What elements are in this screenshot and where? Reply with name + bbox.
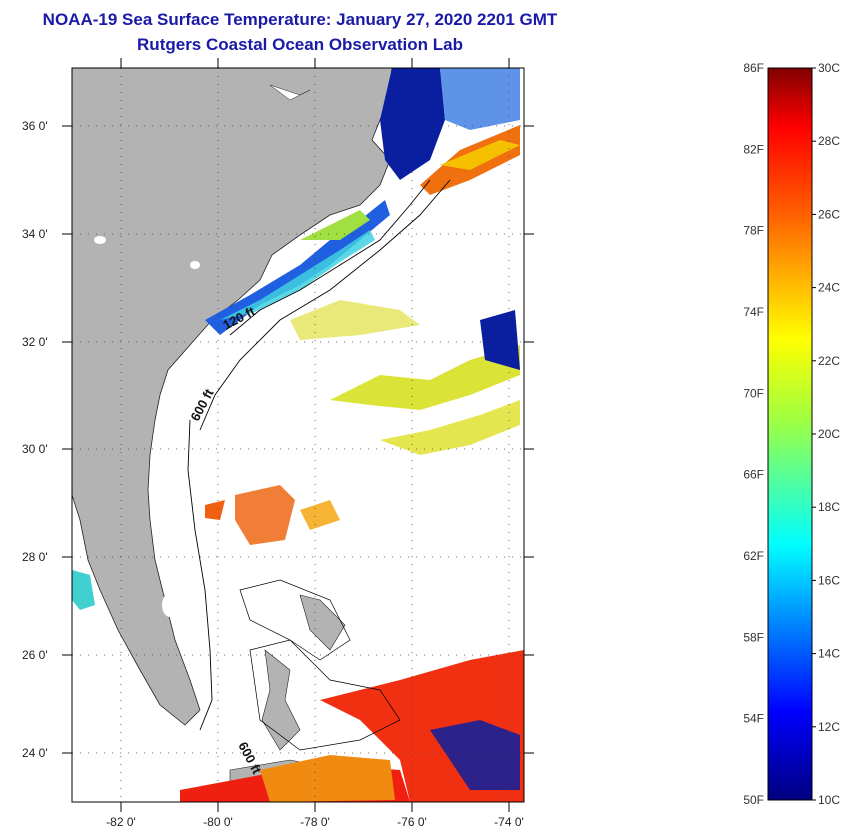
map-frame	[71, 67, 525, 803]
colorbar-gradient	[767, 67, 813, 801]
colorbar-c-label: 14C	[818, 647, 840, 661]
colorbar-f-label: 54F	[743, 712, 764, 726]
sst-patch-cool	[440, 68, 520, 130]
lat-label: 24 0'	[22, 746, 48, 760]
colorbar-f-label: 78F	[743, 224, 764, 238]
sst-patch-cold	[380, 68, 445, 180]
sst-patch-shelf	[220, 230, 375, 320]
colorbar-c-label: 12C	[818, 720, 840, 734]
sst-patch-cold	[480, 310, 520, 370]
tick-marks	[62, 58, 534, 812]
lon-label: -80 0'	[203, 815, 233, 829]
colorbar-f-label: 62F	[743, 549, 764, 563]
lake-okeechobee	[162, 593, 178, 617]
colorbar-f-label: 82F	[743, 142, 764, 156]
sst-patch-warm	[440, 140, 520, 170]
lake	[94, 236, 106, 244]
lon-label: -82 0'	[106, 815, 136, 829]
map-subtitle: Rutgers Coastal Ocean Observation Lab	[137, 35, 463, 54]
lake	[190, 261, 200, 269]
lat-label: 32 0'	[22, 335, 48, 349]
lat-label: 36 0'	[22, 119, 48, 133]
colorbar-c-label: 10C	[818, 793, 840, 807]
sst-patch-cyan	[72, 570, 95, 610]
land-us-southeast	[72, 68, 393, 726]
colorbar-f-label: 50F	[743, 793, 764, 807]
colorbar-f-label: 86F	[743, 61, 764, 75]
sst-patch-warm	[260, 755, 395, 802]
colorbar-c-label: 16C	[818, 573, 840, 587]
sst-patch-warm	[205, 500, 225, 520]
colorbar-celsius-labels: 30C 28C 26C 24C 22C 20C 18C 16C 14C 12C 10C	[812, 61, 840, 807]
lon-label: -78 0'	[300, 815, 330, 829]
lat-label: 28 0'	[22, 550, 48, 564]
sst-patch-cold	[430, 720, 520, 790]
contour-bahamas	[249, 639, 401, 751]
bahamas-island	[261, 649, 301, 751]
sst-patch-warm	[235, 485, 295, 545]
colorbar-fahrenheit-labels: 86F 82F 78F 74F 70F 66F 62F 58F 54F 50F	[743, 61, 764, 807]
sst-patch-warm	[300, 500, 340, 530]
lat-label: 30 0'	[22, 442, 48, 456]
colorbar-c-label: 20C	[818, 427, 840, 441]
lon-label: -74 0'	[494, 815, 524, 829]
colorbar-f-label: 58F	[743, 630, 764, 644]
sst-patch-streak	[290, 300, 420, 340]
sst-patch-mid	[300, 210, 370, 240]
lat-label: 26 0'	[22, 648, 48, 662]
lat-label: 34 0'	[22, 227, 48, 241]
graticule	[72, 68, 524, 802]
sound	[269, 84, 311, 101]
map-title: NOAA-19 Sea Surface Temperature: January…	[42, 10, 558, 29]
colorbar-c-label: 30C	[818, 61, 840, 75]
colorbar-f-label: 70F	[743, 386, 764, 400]
lon-label: -76 0'	[397, 815, 427, 829]
sst-patch-streak	[380, 400, 520, 455]
colorbar-c-label: 18C	[818, 500, 840, 514]
sst-patch-streak	[330, 345, 520, 410]
colorbar-f-label: 74F	[743, 305, 764, 319]
colorbar-c-label: 28C	[818, 134, 840, 148]
colorbar-c-label: 22C	[818, 354, 840, 368]
contour-120ft	[229, 179, 431, 336]
colorbar-c-label: 24C	[818, 281, 840, 295]
contour-bahamas	[239, 579, 351, 661]
bahamas-bank	[299, 594, 346, 651]
contour-600ft-fl	[187, 419, 213, 731]
colorbar-c-label: 26C	[818, 207, 840, 221]
contour-600ft	[199, 179, 451, 431]
colorbar-f-label: 66F	[743, 468, 764, 482]
